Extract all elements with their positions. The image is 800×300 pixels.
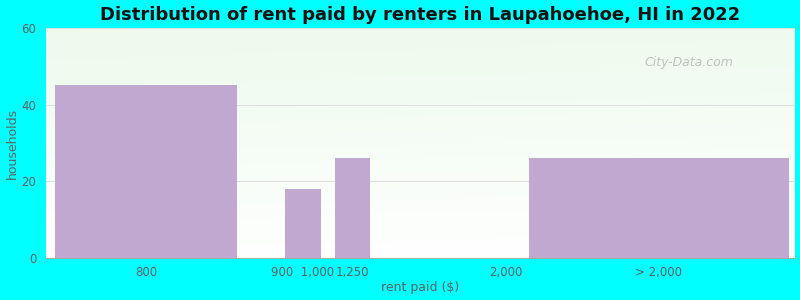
- Bar: [530, 158, 789, 258]
- Bar: [54, 85, 238, 258]
- Bar: [334, 158, 370, 258]
- Y-axis label: households: households: [6, 107, 18, 178]
- X-axis label: rent paid ($): rent paid ($): [381, 281, 459, 294]
- Bar: [286, 189, 321, 258]
- Text: City-Data.com: City-Data.com: [645, 56, 734, 69]
- Title: Distribution of rent paid by renters in Laupahoehoe, HI in 2022: Distribution of rent paid by renters in …: [100, 6, 740, 24]
